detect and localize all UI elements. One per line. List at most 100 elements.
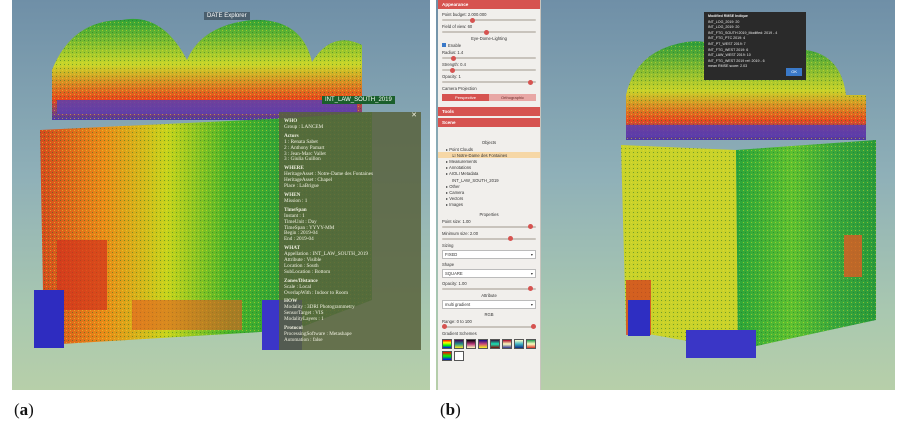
gradient-swatches[interactable]: [442, 338, 536, 361]
info-line: ProcessingSoftware : Metashape: [284, 331, 352, 337]
slider-knob[interactable]: [531, 324, 537, 330]
dialog-line: INT_FTG_WEST 2019: 6: [708, 47, 749, 52]
tree-item[interactable]: ▸ Images: [446, 202, 463, 208]
viewer-panel-a[interactable]: DATE Explorer INT_LAW_SOUTH_2019 ✕ WHO Gr…: [12, 0, 430, 390]
range-label: Range: 0 to 100: [442, 318, 472, 324]
tree-item[interactable]: ☑ Notre-Dame des Fontaines: [438, 152, 540, 159]
point-size-slider[interactable]: [442, 224, 536, 230]
annotation-tag[interactable]: INT_LAW_SOUTH_2019: [322, 96, 395, 104]
scene-header[interactable]: Scene: [438, 118, 540, 127]
min-size-slider[interactable]: [442, 236, 536, 242]
tree-item[interactable]: ▸ Measurements: [446, 158, 477, 164]
dialog-line: INT_LOG_2019: 20: [708, 19, 740, 24]
projection-toggle[interactable]: Perspective Orthographic: [442, 94, 536, 101]
settings-sidebar[interactable]: Appearance Point budget: 2.000.000 Field…: [438, 0, 541, 390]
radius-slider[interactable]: [442, 55, 536, 61]
gradient-swatch[interactable]: [502, 338, 512, 349]
info-line: Mission : 1: [284, 197, 308, 204]
info-line: ModalityLayers : 1: [284, 316, 324, 323]
tree-item[interactable]: INT_LAW_SOUTH_2019: [452, 177, 499, 183]
rmse-dialog: Modified RMSE Indique INT_LOG_2019: 20 IN…: [704, 12, 806, 80]
slider-knob[interactable]: [507, 236, 513, 242]
point-budget-slider[interactable]: [442, 17, 536, 23]
info-line: Appellation : INT_LAW_SOUTH_2019: [284, 251, 369, 258]
viewer-panel-b[interactable]: Appearance Point budget: 2.000.000 Field…: [436, 0, 895, 390]
tree-item[interactable]: ▸ Point Clouds: [446, 146, 474, 152]
chevron-down-icon: ▾: [530, 251, 533, 257]
field-of-view-slider[interactable]: [442, 29, 536, 35]
slider-knob[interactable]: [528, 79, 534, 85]
dialog-line: INT_FTG_PTC 2019: 4: [708, 36, 746, 41]
gradient-header: Gradient Schemes: [442, 330, 477, 336]
ok-button[interactable]: OK: [786, 68, 802, 76]
slider-knob[interactable]: [484, 29, 490, 35]
info-line: SensorTarget : VIS: [284, 310, 324, 317]
info-line: 3 : Giulia Guillon: [284, 156, 321, 163]
point-size-label: Point size: 1.00: [442, 218, 471, 224]
slider-knob[interactable]: [470, 17, 476, 23]
tree-item[interactable]: ▸ Vectors: [446, 196, 464, 202]
slider-knob[interactable]: [442, 324, 447, 330]
enable-checkbox[interactable]: Enable: [438, 42, 540, 49]
gradient-swatch[interactable]: [526, 338, 536, 349]
info-line: Attribute : Visible: [284, 257, 322, 264]
info-line: Modality : 3DRI Photogrammetry: [284, 304, 355, 311]
slider-knob[interactable]: [528, 224, 534, 230]
info-section-heading: Zones/Distance: [284, 277, 318, 284]
gradient-swatch[interactable]: [442, 350, 452, 361]
slider-knob[interactable]: [451, 55, 457, 61]
figure-label-a: (a): [14, 400, 34, 419]
info-section: TimeSpan Instant : 1 TimeUnit : Day TimeSpa…: [284, 206, 416, 243]
close-icon[interactable]: ✕: [411, 112, 417, 119]
info-line: HeritageAsset : Chapel: [284, 177, 333, 184]
eye-dome-label: Eye-Dome-Lighting: [471, 36, 507, 41]
opacity2-slider[interactable]: [442, 286, 536, 292]
info-line: OverlapWith : Indoor to Room: [284, 289, 349, 296]
shape-select[interactable]: SQUARE ▾: [442, 268, 536, 278]
point-cloud-render[interactable]: [436, 0, 895, 390]
gradient-swatch[interactable]: [478, 338, 488, 349]
metadata-info-panel: ✕ WHO Group : LANCEM Actors 1 : Renata Sabe…: [279, 112, 421, 350]
tree-item[interactable]: ▸ Annotations: [446, 165, 472, 171]
info-section-heading: TimeSpan: [284, 206, 307, 213]
appearance-header[interactable]: Appearance: [438, 0, 540, 9]
range-slider[interactable]: [442, 324, 537, 330]
strength-slider[interactable]: [442, 67, 536, 73]
sizing-select[interactable]: FIXED ▾: [442, 249, 536, 259]
tree-item[interactable]: ▸ AIOLI Metadata: [446, 171, 479, 177]
min-size-label: Minimum size: 2.00: [442, 230, 479, 236]
opacity-slider[interactable]: [442, 79, 536, 85]
radius-label: Radius: 1.4: [442, 50, 464, 55]
attribute-label: Attribute: [481, 292, 497, 298]
gradient-swatch[interactable]: [490, 338, 500, 349]
info-section-heading: WHEN: [284, 191, 301, 198]
info-line: Location : South: [284, 262, 319, 269]
checkbox-icon[interactable]: [442, 43, 446, 47]
attribute-value: multi gradient: [445, 301, 471, 307]
info-section-heading: Protocol: [284, 325, 303, 332]
figure-label-b: (b): [440, 400, 461, 419]
opacity-label: Opacity: 1: [442, 74, 461, 79]
shape-label: Shape: [442, 261, 455, 267]
tree-item[interactable]: ▸ Other: [446, 183, 460, 189]
info-line: Group : LANCEM: [284, 123, 324, 130]
gradient-swatch[interactable]: [514, 338, 524, 349]
gradient-swatch[interactable]: [466, 338, 476, 349]
info-line: 3 : Jean-Marc Vallet: [284, 150, 326, 157]
gradient-swatch[interactable]: [454, 338, 464, 349]
tree-item[interactable]: ▸ Camera: [446, 189, 465, 195]
info-section-heading: WHAT: [284, 245, 301, 252]
dialog-line: INT_FTG_SOUTH 2019_Modified: 2019 - 4: [708, 30, 778, 35]
info-section: Actors 1 : Renata Sabet 2 : Anthony Pamart…: [284, 133, 416, 164]
gradient-swatch[interactable]: [454, 350, 464, 361]
slider-knob[interactable]: [528, 286, 534, 292]
info-line: End : 2019-04: [284, 236, 314, 243]
scene-tree[interactable]: ▸ Point Clouds ☑ Notre-Dame des Fontaines…: [438, 146, 540, 208]
gradient-swatch[interactable]: [442, 338, 452, 349]
enable-label: Enable: [448, 43, 462, 48]
slider-knob[interactable]: [449, 67, 455, 73]
perspective-button[interactable]: Perspective: [442, 94, 489, 101]
attribute-select[interactable]: multi gradient ▾: [442, 299, 536, 309]
tools-header[interactable]: Tools: [438, 107, 540, 116]
orthographic-button[interactable]: Orthographic: [489, 94, 536, 101]
